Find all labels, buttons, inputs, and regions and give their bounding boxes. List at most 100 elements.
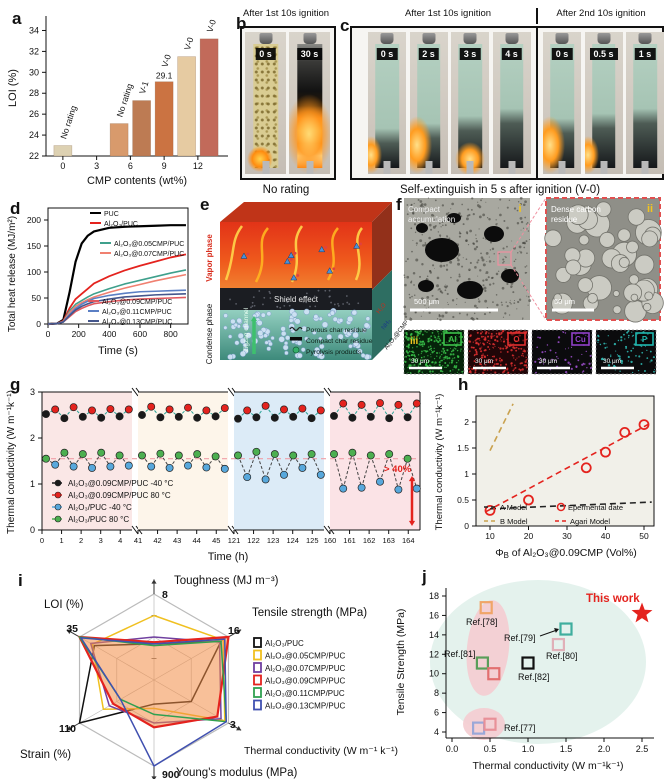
carbon-sphere bbox=[577, 277, 594, 293]
sem-speckle bbox=[496, 303, 499, 307]
eds-dot bbox=[410, 350, 413, 353]
scale-bar-label: 500 μm bbox=[414, 297, 439, 306]
sem-speckle bbox=[433, 215, 435, 217]
eds-dot bbox=[483, 356, 486, 359]
data-point bbox=[88, 406, 96, 415]
pyrolysis-bubble bbox=[338, 318, 344, 323]
data-point bbox=[376, 399, 384, 407]
eds-dot bbox=[427, 355, 429, 357]
eds-dot bbox=[485, 331, 488, 334]
sem-speckle bbox=[464, 301, 466, 303]
eds-dot bbox=[500, 340, 502, 342]
specimen-strip bbox=[416, 44, 441, 168]
data-point bbox=[211, 412, 220, 421]
data-point bbox=[289, 412, 298, 421]
sem-speckle bbox=[432, 264, 435, 267]
eds-dot bbox=[498, 346, 500, 348]
eds-dot bbox=[455, 365, 458, 367]
y-axis-label: Thermal conductivity (W m⁻¹k⁻¹) bbox=[434, 394, 445, 531]
y-tick: 16 bbox=[429, 610, 439, 620]
eds-dot bbox=[427, 346, 430, 348]
panel-letter-j: j bbox=[421, 567, 427, 586]
sem-speckle bbox=[428, 236, 431, 240]
char-speckle bbox=[333, 303, 336, 306]
data-point bbox=[357, 400, 366, 409]
eds-dot bbox=[510, 362, 513, 365]
y-tick: 34 bbox=[29, 25, 39, 35]
line bbox=[227, 525, 235, 535]
sem-speckle bbox=[426, 295, 430, 299]
eds-dot bbox=[522, 339, 525, 342]
y-axis-label: Thermal conductivity (W m⁻¹k⁻¹) bbox=[6, 390, 17, 534]
legend-label: B Model bbox=[500, 517, 528, 526]
eds-dot bbox=[444, 366, 446, 368]
sem-speckle bbox=[495, 272, 499, 276]
sem-speckle bbox=[489, 241, 493, 244]
sem-speckle bbox=[522, 203, 526, 207]
sem-speckle bbox=[441, 314, 445, 318]
eds-dot bbox=[405, 333, 408, 336]
specimen-photo: 2 s bbox=[409, 32, 448, 174]
eds-dot bbox=[581, 363, 584, 366]
pyrolysis-bubble bbox=[297, 352, 303, 359]
eds-dot bbox=[441, 341, 444, 345]
panel-letter-a: a bbox=[12, 9, 22, 28]
eds-dot bbox=[544, 350, 547, 353]
panel-letter-c: c bbox=[340, 16, 350, 35]
eds-dot bbox=[581, 353, 583, 356]
eds-dot bbox=[523, 331, 525, 333]
x-tick: 2 bbox=[79, 536, 83, 545]
pyrolysis-bubble bbox=[365, 316, 371, 322]
radar-axis-max: 3 bbox=[230, 719, 236, 731]
line bbox=[131, 387, 139, 397]
sem-speckle bbox=[415, 218, 419, 222]
sem-speckle bbox=[519, 196, 523, 200]
eds-dot bbox=[419, 363, 422, 366]
eds-dot bbox=[478, 337, 481, 340]
sem-speckle bbox=[516, 221, 520, 225]
data-point bbox=[138, 411, 146, 419]
data-point bbox=[412, 399, 421, 408]
eds-dot bbox=[490, 332, 493, 335]
diagram-legend-label: Porous char residue bbox=[306, 327, 367, 334]
eds-dot bbox=[646, 349, 648, 351]
data-point bbox=[78, 412, 87, 421]
panel-letter-f: f bbox=[396, 195, 402, 214]
pyrolysis-bubble bbox=[296, 340, 303, 346]
eds-dot bbox=[450, 361, 453, 364]
x-tick: 30 bbox=[562, 531, 572, 541]
eds-dot bbox=[525, 356, 527, 358]
carbon-sphere bbox=[612, 290, 620, 297]
group-separator bbox=[536, 28, 538, 178]
ref-point bbox=[559, 622, 573, 636]
roman-ii: ii bbox=[647, 203, 653, 215]
y-tick: 8 bbox=[434, 688, 439, 698]
sem-speckle bbox=[441, 204, 445, 207]
eds-dot bbox=[523, 364, 526, 367]
eds-dot bbox=[434, 361, 437, 364]
radar-axis-label: Tensile strength (MPa) bbox=[252, 607, 367, 619]
eds-dot bbox=[607, 335, 609, 337]
eds-dot bbox=[514, 366, 517, 369]
sem-speckle bbox=[490, 276, 494, 280]
sem-speckle bbox=[521, 241, 525, 245]
eds-dot bbox=[525, 338, 528, 341]
eds-dot bbox=[479, 347, 482, 350]
eds-dot bbox=[499, 338, 502, 340]
eds-dot bbox=[567, 361, 570, 364]
panel-b-photo-box: 0 s 30 s bbox=[240, 26, 336, 180]
data-point bbox=[193, 450, 202, 459]
sem-left-title: Compact bbox=[408, 205, 441, 214]
sem-speckle bbox=[493, 261, 495, 263]
line bbox=[237, 455, 248, 478]
eds-dot bbox=[408, 358, 411, 361]
panel-b-burning-photos: b After 1st 10s ignition 0 s 30 s No rati… bbox=[236, 6, 336, 196]
data-point bbox=[270, 413, 279, 422]
pyrolysis-bubble bbox=[319, 343, 325, 350]
eds-dot bbox=[437, 340, 440, 344]
sem-speckle bbox=[499, 213, 502, 217]
pyrolysis-bubble bbox=[288, 317, 294, 323]
eds-dot bbox=[433, 340, 436, 343]
eds-dot bbox=[444, 361, 447, 364]
sem-speckle bbox=[513, 266, 517, 270]
